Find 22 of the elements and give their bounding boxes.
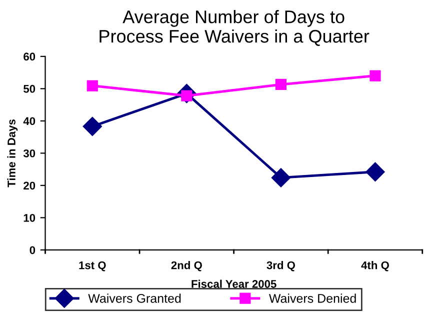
x-tick-label: 2nd Q <box>171 261 202 272</box>
y-axis-title: Time in Days <box>7 119 18 188</box>
legend-label: Waivers Denied <box>268 294 356 303</box>
point <box>86 80 98 92</box>
y-tick-label: 0 <box>30 246 36 254</box>
x-tick-label: 4th Q <box>361 261 389 272</box>
point <box>271 168 290 188</box>
y-tick-label: 60 <box>24 52 36 61</box>
point <box>275 78 287 90</box>
legend-label: Waivers Granted <box>88 294 181 303</box>
y-tick-label: 30 <box>23 149 36 158</box>
y-tick-label: 40 <box>23 117 36 126</box>
x-tick-label: 3rd Q <box>266 261 295 272</box>
y-tick-label: 10 <box>24 214 36 222</box>
point <box>82 116 102 136</box>
point <box>370 70 381 82</box>
y-tick-label: 50 <box>24 84 36 93</box>
x-tick-label: 1st Q <box>79 261 106 272</box>
x-axis-title: Fiscal Year 2005 <box>192 280 276 288</box>
point <box>366 162 385 182</box>
y-tick-label: 20 <box>24 182 36 190</box>
chart-title: Average Number of Days to Process Fee Waivers in a Quarter <box>100 10 370 46</box>
